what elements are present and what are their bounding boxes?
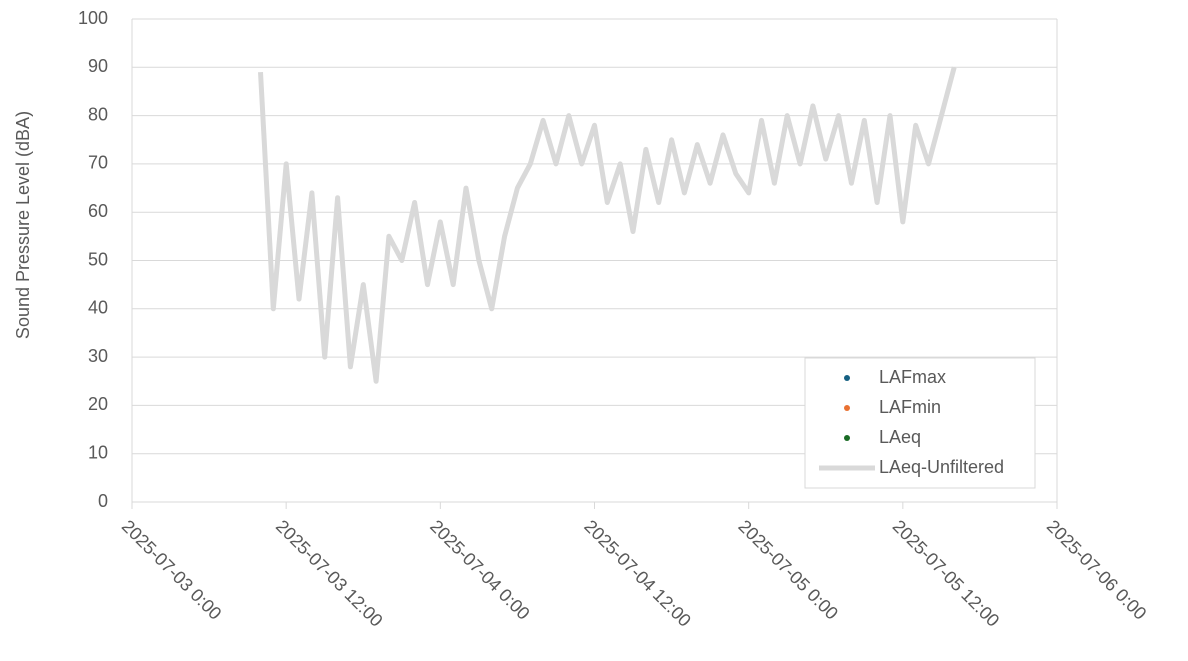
legend-label: LAFmax <box>879 367 946 387</box>
y-tick-label: 0 <box>98 491 108 511</box>
y-tick-label: 30 <box>88 346 108 366</box>
legend-label: LAFmin <box>879 397 941 417</box>
y-tick-label: 60 <box>88 201 108 221</box>
legend-swatch <box>844 375 850 381</box>
y-tick-label: 90 <box>88 56 108 76</box>
y-tick-label: 100 <box>78 8 108 28</box>
series-line <box>258 66 957 384</box>
legend-label: LAeq <box>879 427 921 447</box>
y-tick-label: 40 <box>88 298 108 318</box>
y-tick-label: 10 <box>88 442 108 462</box>
y-tick-label: 80 <box>88 104 108 124</box>
y-tick-label: 20 <box>88 394 108 414</box>
x-tick-label: 2025-07-05 0:00 <box>734 516 842 624</box>
x-tick-label: 2025-07-03 12:00 <box>272 516 387 631</box>
x-tick-label: 2025-07-04 0:00 <box>426 516 534 624</box>
y-axis-label: Sound Pressure Level (dBA) <box>13 111 33 339</box>
x-tick-label: 2025-07-03 0:00 <box>118 516 226 624</box>
x-tick-label: 2025-07-05 12:00 <box>889 516 1004 631</box>
x-tick-label: 2025-07-04 12:00 <box>580 516 695 631</box>
y-tick-label: 70 <box>88 153 108 173</box>
y-tick-label: 50 <box>88 249 108 269</box>
legend: LAFmax LAFmin LAeq LAeq-Unfiltered <box>804 357 1036 489</box>
x-tick-label: 2025-07-06 0:00 <box>1043 516 1151 624</box>
legend-swatch <box>844 435 850 441</box>
legend-swatch <box>844 405 850 411</box>
legend-label: LAeq-Unfiltered <box>879 457 1004 477</box>
